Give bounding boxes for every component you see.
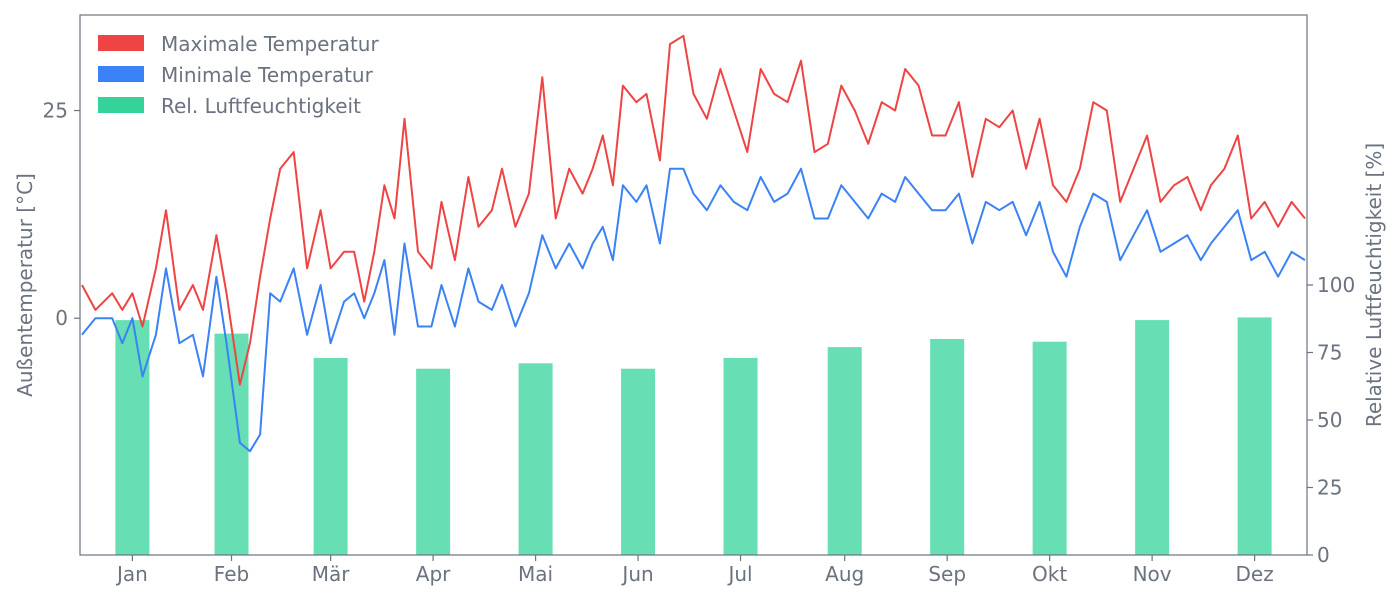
y-right-tick-label: 0 — [1317, 543, 1330, 567]
x-tick-label: Okt — [1032, 562, 1067, 586]
x-axis: Jan Feb Mär Apr Mai Jun Jul Aug Sep Okt Nov Dez — [115, 555, 1274, 586]
humidity-bar-okt — [1032, 341, 1067, 555]
x-tick-label: Mär — [312, 562, 351, 586]
x-tick-label: Aug — [825, 562, 864, 586]
x-tick-label: Mai — [518, 562, 553, 586]
y-left-tick-label: 25 — [43, 99, 68, 123]
humidity-bar-aug — [827, 347, 862, 555]
x-tick-label: Jul — [726, 562, 752, 586]
humidity-bar-dez — [1237, 317, 1272, 555]
humidity-bar-mär — [313, 357, 348, 555]
y-left-tick-label: 0 — [55, 306, 68, 330]
x-tick-label: Apr — [416, 562, 451, 586]
y-axis-left-title: Außentemperatur [°C] — [13, 173, 37, 397]
legend-swatch-humidity — [98, 97, 144, 113]
legend-label-max: Maximale Temperatur — [161, 32, 379, 56]
humidity-bar-mai — [518, 363, 553, 555]
x-tick-label: Feb — [214, 562, 249, 586]
legend-label-humidity: Rel. Luftfeuchtigkeit — [161, 94, 361, 118]
legend-label-min: Minimale Temperatur — [161, 63, 374, 87]
x-tick-label: Jun — [620, 562, 653, 586]
x-tick-label: Dez — [1236, 562, 1274, 586]
y-right-tick-label: 75 — [1317, 341, 1342, 365]
y-right-tick-label: 50 — [1317, 408, 1342, 432]
legend-swatch-min — [98, 66, 144, 82]
humidity-bar-jan — [115, 320, 150, 555]
y-right-tick-label: 25 — [1317, 476, 1342, 500]
humidity-bars — [115, 317, 1272, 555]
y-axis-left: 0 25 — [43, 99, 80, 330]
humidity-bar-apr — [416, 368, 451, 555]
x-tick-label: Nov — [1133, 562, 1172, 586]
y-axis-right-title: Relative Luftfeuchtigkeit [%] — [1362, 143, 1386, 427]
legend-swatch-max — [98, 35, 144, 51]
x-tick-label: Sep — [928, 562, 966, 586]
y-right-tick-label: 100 — [1317, 273, 1355, 297]
max-temperature-line — [81, 34, 1306, 386]
legend: Maximale Temperatur Minimale Temperatur … — [98, 32, 379, 118]
humidity-bar-sep — [930, 339, 965, 555]
humidity-bar-nov — [1135, 320, 1170, 555]
x-tick-label: Jan — [115, 562, 148, 586]
min-temperature-line — [81, 167, 1306, 453]
humidity-bar-jun — [621, 368, 656, 555]
humidity-bar-jul — [723, 357, 758, 555]
y-axis-right: 0 25 50 75 100 — [1307, 273, 1355, 567]
